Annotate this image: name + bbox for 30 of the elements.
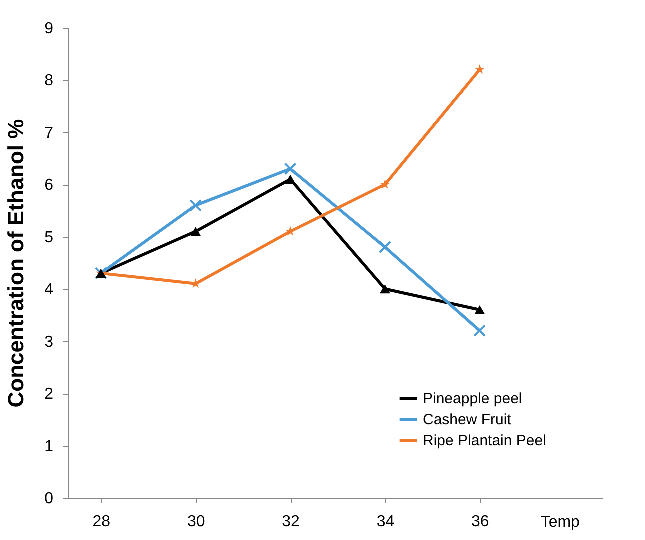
y-tick-label: 0 [44,490,54,508]
point [474,64,485,74]
point [474,305,486,315]
legend-label: Cashew Fruit [423,412,512,428]
point [285,174,296,184]
x-tick-label: 28 [92,514,111,530]
point [380,179,390,189]
x-tick-label: 36 [472,514,490,530]
x-tick-label: 32 [282,514,300,530]
legend-label: Ripe Plantain Peel [423,432,546,450]
x-tick-label: 30 [187,514,206,530]
point [190,227,202,236]
point [380,284,390,294]
x-tick-label: 34 [376,514,395,530]
point [284,162,297,176]
y-tick-label: 7 [44,124,54,142]
y-tick-label: 1 [44,438,54,456]
legend-label: Pineapple peel [423,390,522,408]
y-tick-label: 5 [44,229,54,246]
y-tick-label: 3 [44,334,54,351]
y-tick-label: 9 [44,20,54,38]
y-tick-label: 6 [44,177,54,194]
y-tick-label: 8 [44,72,54,90]
y-axis-title: Concentration of Ethanol % [4,119,29,408]
point [190,199,202,212]
y-tick-label: 2 [44,386,54,404]
point [474,324,486,338]
point [378,241,392,254]
x-axis-title: Temp [540,514,580,531]
y-tick-label: 4 [44,282,54,299]
